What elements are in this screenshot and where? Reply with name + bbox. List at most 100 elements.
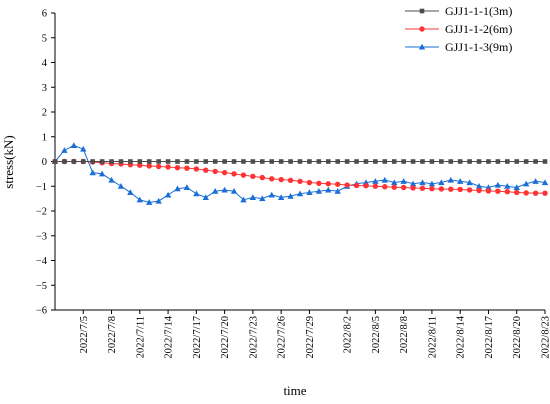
data-point-circle: [240, 172, 247, 178]
data-point-circle: [259, 174, 266, 181]
data-point-square: [146, 159, 152, 164]
data-point-circle: [532, 190, 539, 196]
series-square: [52, 159, 548, 164]
data-point-circle: [419, 26, 425, 32]
data-point-triangle: [325, 186, 332, 193]
y-tick-label: 6: [42, 9, 47, 20]
data-point-square: [71, 159, 77, 164]
data-point-triangle: [89, 169, 96, 176]
data-point-triangle: [174, 185, 181, 192]
data-point-triangle: [532, 178, 539, 184]
data-point-triangle: [240, 196, 247, 203]
data-point-square: [533, 159, 538, 164]
data-point-square: [203, 159, 209, 164]
x-tick-label: 2022/8/8: [399, 316, 410, 353]
data-point-triangle: [277, 194, 285, 200]
data-point-circle: [542, 190, 548, 196]
data-point-square: [448, 159, 454, 164]
data-point-circle: [146, 163, 152, 169]
data-point-square: [128, 159, 133, 164]
data-point-triangle: [475, 183, 483, 189]
data-point-square: [420, 159, 425, 164]
y-tick-label: −1: [36, 182, 47, 193]
data-point-square: [80, 159, 86, 164]
x-tick-label: 2022/7/17: [192, 316, 203, 359]
data-point-circle: [203, 167, 209, 173]
data-point-square: [156, 159, 161, 164]
y-tick-label: 5: [42, 33, 47, 44]
data-point-circle: [250, 173, 256, 180]
data-point-triangle: [70, 142, 78, 148]
data-point-circle: [363, 183, 369, 189]
data-point-square: [194, 159, 199, 164]
data-point-square: [514, 159, 520, 164]
axes: −6 −5 −4 −3 −2 −1 0 1 2 3 4 5 6 2022/7/5 2022/7/8 2022/…: [36, 9, 550, 359]
data-point-circle: [438, 186, 445, 192]
data-point-triangle: [117, 183, 125, 189]
series-circle: [52, 158, 548, 196]
data-point-circle: [448, 186, 454, 192]
data-point-square: [307, 159, 312, 164]
data-point-square: [269, 159, 275, 164]
x-tick-label: 2022/8/20: [512, 316, 523, 359]
data-point-triangle: [98, 170, 106, 177]
series-layer: [51, 142, 549, 205]
data-point-square: [523, 159, 529, 164]
data-point-circle: [231, 171, 237, 177]
data-point-square: [429, 159, 435, 164]
data-point-triangle: [259, 195, 266, 202]
data-point-triangle: [296, 190, 304, 197]
data-point-triangle: [428, 180, 436, 187]
data-point-triangle: [447, 176, 454, 183]
data-point-triangle: [372, 178, 379, 184]
x-tick-label: 2022/8/11: [427, 316, 438, 358]
data-point-triangle: [522, 180, 530, 187]
data-point-circle: [410, 185, 416, 191]
data-point-circle: [495, 188, 501, 194]
data-point-circle: [457, 186, 463, 193]
data-point-circle: [334, 181, 341, 187]
data-point-circle: [344, 182, 350, 188]
data-point-square: [335, 159, 340, 164]
data-point-circle: [297, 178, 303, 184]
data-point-circle: [382, 184, 388, 190]
data-point-triangle: [541, 179, 549, 186]
legend-label: GJJ1-1-2(6m): [445, 22, 512, 36]
x-tick-label: 2022/8/23: [541, 316, 550, 359]
x-tick-label: 2022/8/17: [484, 316, 495, 359]
data-point-square: [495, 159, 501, 164]
data-point-square: [241, 159, 246, 164]
data-point-square: [260, 159, 265, 164]
data-point-circle: [174, 164, 181, 171]
data-point-square: [99, 159, 105, 164]
data-point-triangle: [155, 197, 162, 204]
data-point-circle: [325, 181, 331, 187]
x-tick-label: 2022/7/8: [107, 316, 118, 353]
data-point-triangle: [456, 178, 464, 184]
data-point-square: [137, 159, 143, 164]
data-point-square: [297, 159, 303, 164]
data-point-square: [373, 159, 378, 164]
series-triangle: [51, 142, 549, 205]
data-point-square: [344, 159, 350, 164]
data-point-circle: [165, 164, 171, 170]
data-point-triangle: [315, 188, 323, 194]
data-point-triangle: [409, 180, 417, 187]
data-point-triangle: [221, 186, 228, 193]
legend-label: GJJ1-1-1(3m): [445, 4, 512, 18]
x-tick-label: 2022/7/26: [277, 316, 288, 359]
x-tick-label: 2022/7/20: [220, 316, 231, 359]
data-point-square: [476, 159, 482, 164]
y-tick-label: −6: [36, 306, 47, 317]
data-point-circle: [523, 190, 529, 196]
data-point-triangle: [211, 188, 219, 194]
data-point-square: [325, 159, 331, 164]
y-tick-label: −3: [36, 231, 47, 242]
data-point-circle: [372, 183, 379, 189]
data-point-square: [354, 159, 359, 164]
data-point-triangle: [249, 194, 257, 200]
data-point-triangle: [193, 190, 200, 197]
data-point-circle: [466, 187, 473, 193]
x-tick-label: 2022/7/5: [79, 316, 90, 353]
